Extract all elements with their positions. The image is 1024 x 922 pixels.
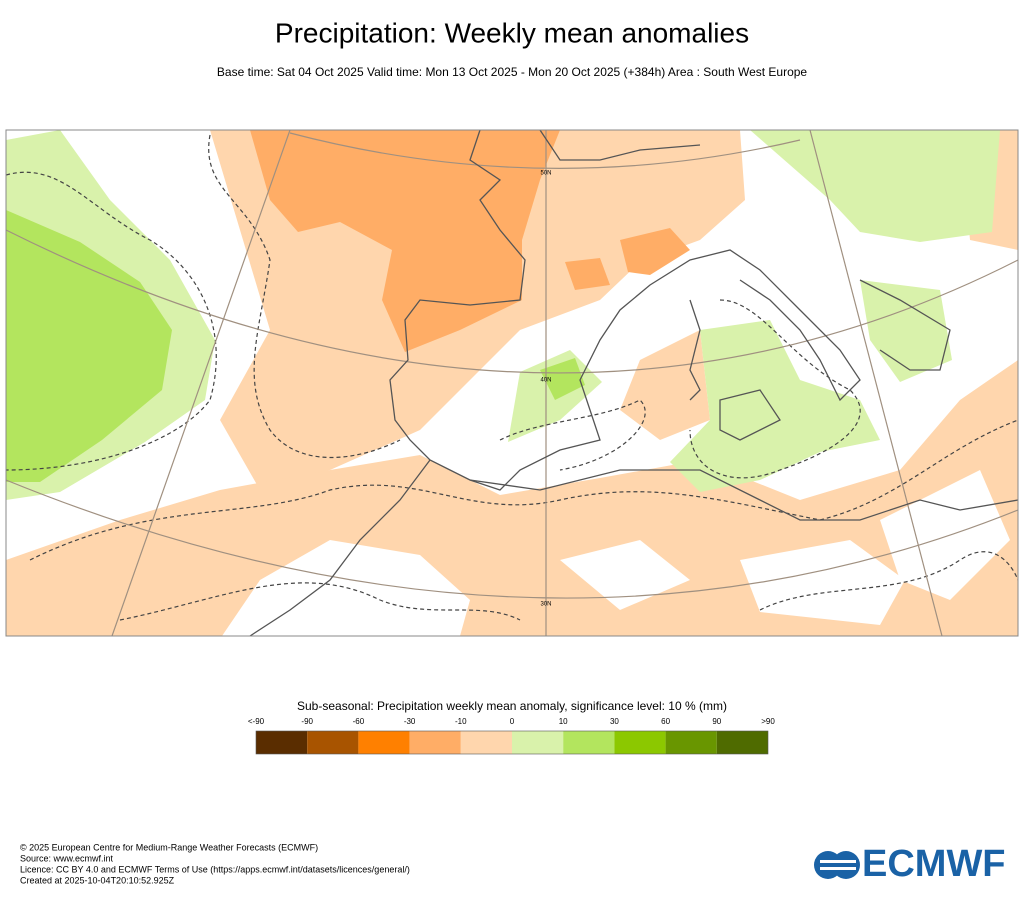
title: Precipitation: Weekly mean anomalies — [275, 17, 749, 48]
colorbar-label: 10 — [559, 717, 568, 726]
footer: © 2025 European Centre for Medium-Range … — [20, 842, 410, 885]
footer-line: Created at 2025-10-04T20:10:52.925Z — [20, 875, 175, 885]
lat-label: 40N — [540, 378, 551, 384]
colorbar-label: -30 — [404, 717, 416, 726]
colorbar-swatch — [460, 731, 512, 754]
colorbar-swatch — [716, 731, 768, 754]
colorbar-label: 60 — [661, 717, 670, 726]
colorbar-swatch — [409, 731, 461, 754]
colorbar-label: 30 — [610, 717, 619, 726]
footer-line: Licence: CC BY 4.0 and ECMWF Terms of Us… — [20, 864, 410, 874]
subtitle: Base time: Sat 04 Oct 2025 Valid time: M… — [217, 65, 808, 79]
colorbar-title: Sub-seasonal: Precipitation weekly mean … — [297, 699, 727, 713]
colorbar-swatch — [307, 731, 359, 754]
colorbar-label: -90 — [301, 717, 313, 726]
colorbar-label: 0 — [510, 717, 515, 726]
colorbar-swatch — [256, 731, 308, 754]
footer-line: Source: www.ecmwf.int — [20, 853, 114, 863]
logo-text: ECMWF — [862, 843, 1006, 885]
colorbar-label: 90 — [712, 717, 721, 726]
colorbar-label: >90 — [761, 717, 775, 726]
colorbar-swatch — [665, 731, 717, 754]
logo: ECMWF — [814, 843, 1006, 885]
colorbar-swatch — [614, 731, 666, 754]
colorbar-label: <-90 — [248, 717, 265, 726]
lat-label: 30N — [540, 602, 551, 608]
colorbar-swatch — [563, 731, 615, 754]
map: 50N 40N 30N — [6, 130, 1018, 636]
colorbar-frame — [255, 730, 769, 755]
colorbar: <-90 -90 -60 -30 -10 0 10 30 60 90 >90 — [248, 717, 775, 755]
lat-label: 50N — [540, 171, 551, 177]
footer-line: © 2025 European Centre for Medium-Range … — [20, 842, 318, 852]
colorbar-label: -10 — [455, 717, 467, 726]
map-frame — [5, 129, 1019, 637]
colorbar-label: -60 — [353, 717, 365, 726]
colorbar-swatch — [358, 731, 410, 754]
colorbar-swatch — [512, 731, 564, 754]
